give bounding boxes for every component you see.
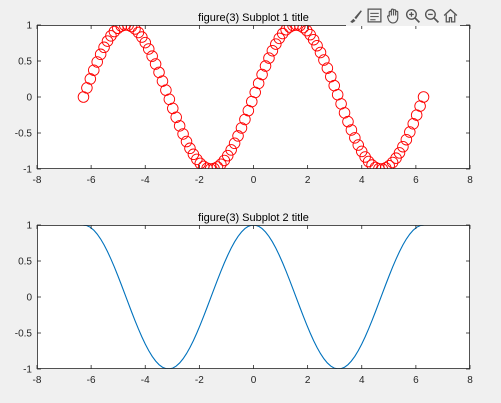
data-point: [149, 58, 162, 70]
plot-area: [37, 225, 470, 369]
x-tick-label: -2: [195, 375, 204, 386]
x-tick-label: -8: [33, 175, 42, 186]
zoom-out-icon[interactable]: [422, 5, 441, 25]
data-point: [91, 56, 103, 68]
home-icon[interactable]: [441, 5, 460, 25]
data-point: [321, 62, 334, 74]
data-point: [352, 139, 365, 151]
data-point: [204, 163, 217, 169]
data-point: [232, 130, 244, 142]
data-point: [362, 155, 375, 168]
y-tick-label: -0.5: [15, 329, 33, 340]
data-point: [225, 144, 237, 156]
data-point: [417, 91, 430, 103]
y-tick-label: 0: [26, 293, 32, 304]
data-point: [142, 43, 155, 55]
data-point: [118, 25, 131, 31]
y-tick-label: 0.5: [18, 57, 32, 68]
data-point: [393, 147, 406, 159]
data-point: [84, 73, 97, 85]
y-tick-label: 0: [26, 93, 32, 104]
data-point: [98, 41, 110, 54]
data-point: [184, 142, 196, 155]
x-tick-label: 4: [359, 375, 365, 386]
data-point: [259, 60, 272, 72]
x-tick-label: 8: [467, 175, 473, 186]
data-point: [173, 120, 186, 132]
data-point: [215, 158, 227, 169]
x-tick-label: -4: [141, 375, 150, 386]
data-point: [383, 160, 395, 169]
y-tick-label: -1: [23, 365, 32, 376]
data-point: [256, 68, 268, 81]
data-point: [94, 48, 107, 61]
y-tick-label: 1: [26, 21, 32, 32]
data-point: [307, 33, 320, 46]
zoom-in-icon[interactable]: [403, 5, 422, 25]
subplot-title: figure(3) Subplot 2 title: [198, 212, 309, 224]
pan-icon[interactable]: [384, 5, 403, 25]
subplot-2: -8 -6 -4 -2 0 2 4 6 8 -1 -0.5 0 0.5 1 figure(3) Subplo…: [15, 212, 473, 386]
data-point: [349, 132, 361, 144]
data-point: [228, 137, 241, 150]
data-point: [355, 145, 368, 158]
x-tick-label: 0: [251, 175, 257, 186]
x-tick-label: 8: [467, 375, 473, 386]
series-1: [77, 25, 430, 169]
data-point: [386, 156, 399, 169]
data-point: [88, 64, 100, 76]
data-point: [211, 161, 224, 169]
data-point: [221, 149, 234, 162]
data-point: [404, 126, 416, 138]
subplot-1: -8 -6 -4 -2 0 2 4 6 8 -1 -0.5 0 0.5 1 figure(3) Subplo…: [15, 12, 473, 186]
subplot-title: figure(3) Subplot 1 title: [198, 12, 309, 24]
y-tick-label: -0.5: [15, 129, 33, 140]
x-tick-label: 6: [413, 175, 419, 186]
data-point: [397, 140, 409, 153]
y-tick-label: 1: [26, 221, 32, 232]
x-tick-label: 0: [251, 375, 257, 386]
x-tick-label: -6: [87, 375, 96, 386]
data-point: [139, 36, 152, 49]
data-point: [276, 27, 289, 40]
data-point: [170, 111, 182, 124]
data-point: [146, 50, 158, 62]
data-point: [235, 122, 248, 134]
data-point: [407, 118, 419, 130]
data-point: [280, 25, 292, 36]
y-tick-label: -1: [23, 165, 32, 176]
data-point: [177, 128, 189, 140]
data-point: [314, 46, 327, 59]
x-tick-label: -6: [87, 175, 96, 186]
x-tick-label: 4: [359, 175, 365, 186]
data-point: [311, 39, 323, 52]
legend-icon[interactable]: [365, 5, 384, 25]
data-point: [180, 135, 193, 148]
x-tick-label: 2: [305, 175, 311, 186]
axes-toolbar: [346, 4, 460, 26]
data-point: [342, 115, 354, 128]
x-tick-label: -8: [33, 375, 42, 386]
data-point: [263, 52, 275, 64]
data-point: [191, 153, 203, 166]
data-point: [105, 30, 117, 42]
x-tick-label: 2: [305, 375, 311, 386]
data-point: [112, 25, 124, 34]
data-point: [345, 124, 358, 136]
data-point: [297, 25, 310, 34]
data-point: [270, 38, 282, 50]
x-tick-label: -4: [141, 175, 150, 186]
x-tick-label: -2: [195, 175, 204, 186]
data-point: [266, 44, 279, 57]
y-tick-label: 0.5: [18, 257, 32, 268]
data-point: [136, 31, 148, 43]
data-point: [318, 54, 330, 66]
data-point: [366, 159, 378, 169]
data-point: [129, 25, 141, 35]
x-tick-label: 6: [413, 375, 419, 386]
data-point: [400, 133, 413, 146]
brush-icon[interactable]: [346, 5, 365, 25]
data-point: [125, 25, 138, 33]
